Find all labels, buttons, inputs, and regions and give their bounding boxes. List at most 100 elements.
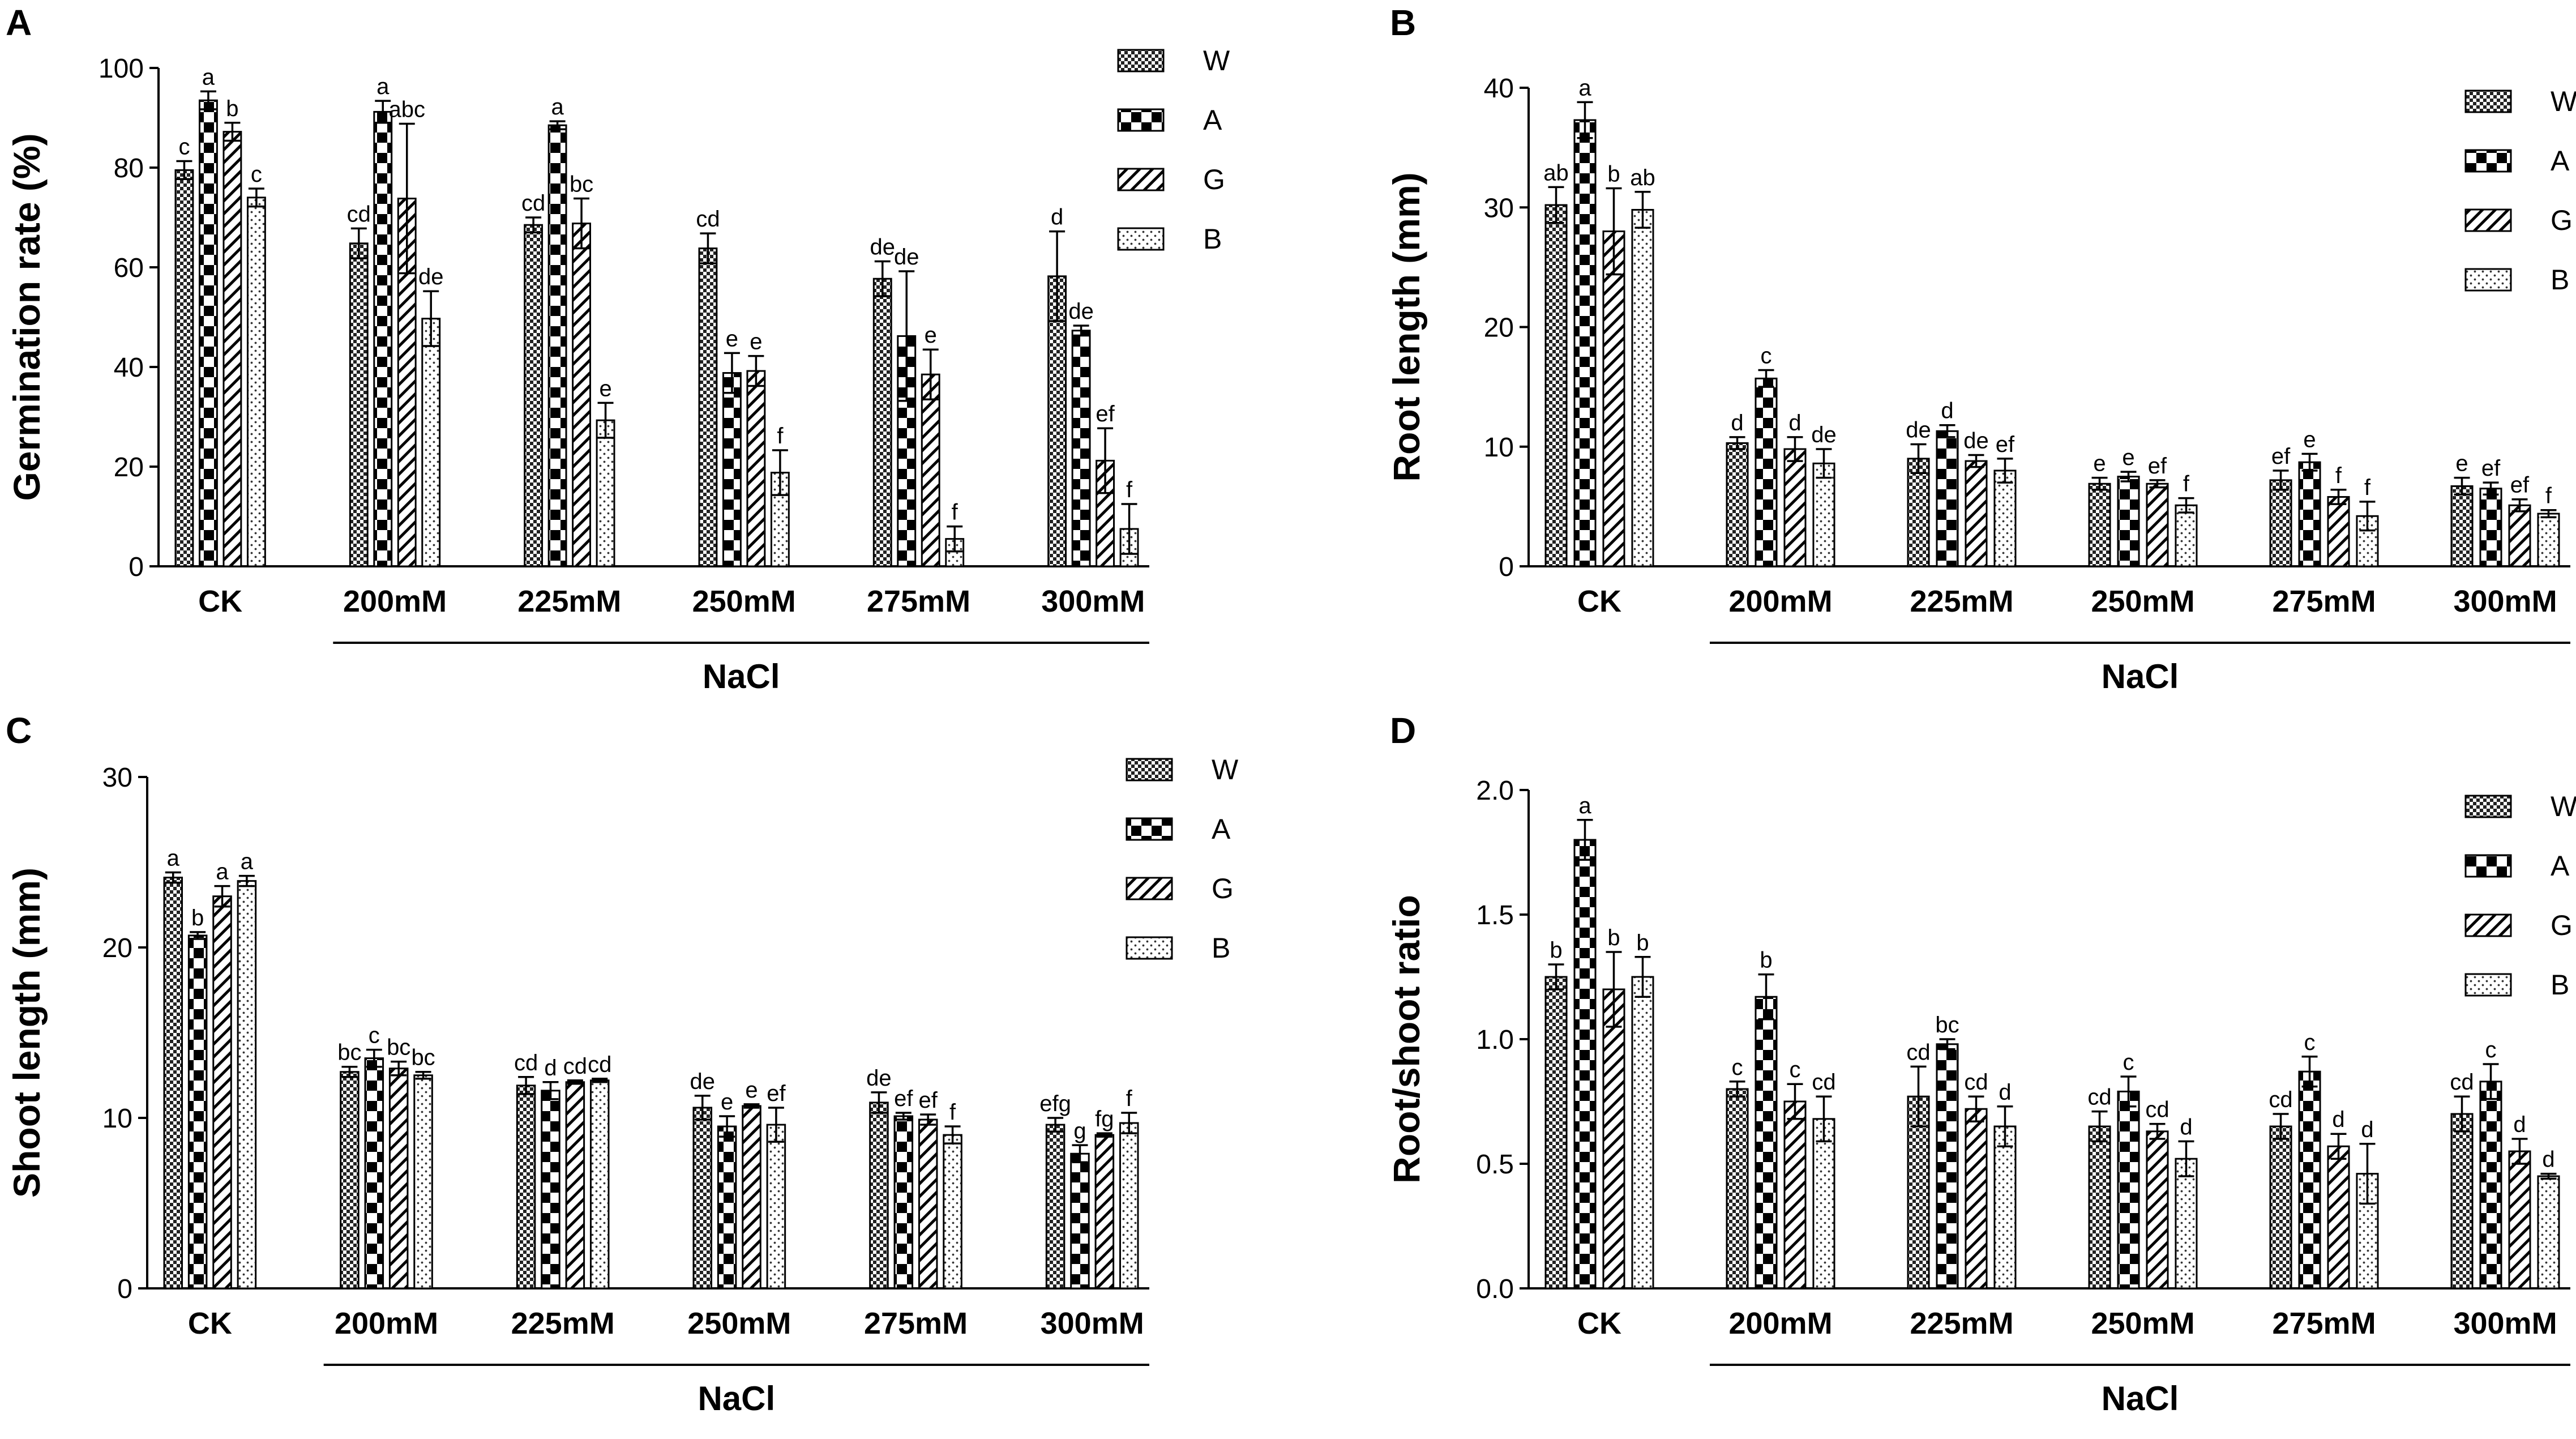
bar-a-200mm	[1755, 377, 1778, 567]
bar-w-300mm	[2450, 1113, 2474, 1289]
bar-b-225mm	[1993, 1125, 2017, 1289]
bar-b-225mm	[596, 419, 615, 567]
legend-swatch-a	[2464, 149, 2512, 173]
significance-letter: cd	[2450, 1070, 2474, 1095]
significance-letter: a	[376, 74, 390, 99]
legend-label-g: G	[1203, 164, 1225, 195]
bar-w-225mm	[524, 224, 544, 567]
significance-letter: cd	[588, 1052, 611, 1077]
bar-b-200mm	[1812, 462, 1835, 567]
bar-w-200mm	[340, 1071, 360, 1289]
bar-w-250mm	[2088, 482, 2111, 567]
significance-letter: c	[2123, 1050, 2134, 1075]
significance-letter: ef	[1996, 432, 2015, 457]
y-tick-label: 20	[1484, 313, 1514, 343]
significance-letter: a	[241, 849, 254, 874]
bar-g-225mm	[1965, 1108, 1988, 1289]
significance-letter: bc	[337, 1040, 361, 1065]
bar-g-ck	[212, 895, 232, 1289]
bar-a-ck	[187, 934, 208, 1289]
bar-a-225mm	[541, 1090, 560, 1289]
significance-letter: e	[2303, 427, 2316, 452]
bar-a-ck	[198, 99, 218, 567]
x-category-label: 275mM	[2272, 1306, 2376, 1340]
group-label: NaCl	[698, 1380, 775, 1417]
significance-letter: g	[1073, 1118, 1086, 1143]
bar-g-250mm	[2146, 1130, 2169, 1289]
bar-b-250mm	[766, 1124, 786, 1289]
significance-letter: ef	[2510, 473, 2530, 498]
significance-letter: e	[750, 330, 762, 355]
bar-w-300mm	[1045, 1124, 1066, 1289]
significance-letter: f	[1126, 477, 1133, 502]
y-tick-label: 30	[1484, 193, 1514, 223]
y-tick-label: 10	[1484, 433, 1514, 463]
panel-letter: C	[6, 710, 32, 751]
legend-swatch-w	[1126, 758, 1173, 782]
bar-g-300mm	[2508, 504, 2531, 567]
significance-letter: c	[369, 1023, 380, 1048]
significance-letter: f	[2183, 472, 2190, 497]
significance-letter: d	[1051, 205, 1063, 230]
y-tick-label: 0.5	[1476, 1150, 1514, 1180]
significance-letter: de	[866, 1066, 892, 1091]
legend-label-a: A	[1203, 104, 1222, 136]
significance-letter: c	[1789, 1057, 1800, 1082]
significance-letter: abc	[388, 97, 425, 122]
bar-a-200mm	[364, 1057, 384, 1289]
significance-letter: a	[551, 95, 564, 119]
bar-w-200mm	[1726, 442, 1749, 567]
bar-g-275mm	[2327, 1145, 2350, 1289]
bar-w-200mm	[1726, 1088, 1749, 1289]
significance-letter: cd	[563, 1054, 587, 1079]
bar-w-250mm	[698, 247, 718, 567]
legend-swatch-g	[1126, 877, 1173, 900]
bar-g-225mm	[1965, 460, 1988, 567]
y-tick-label: 60	[114, 253, 144, 283]
significance-letter: c	[2485, 1037, 2497, 1062]
y-tick-label: 0	[117, 1274, 132, 1304]
significance-letter: c	[251, 162, 262, 187]
bar-g-300mm	[2508, 1150, 2531, 1289]
bar-a-250mm	[2117, 1090, 2140, 1289]
significance-letter: f	[2335, 463, 2342, 488]
legend-label-a: A	[2551, 850, 2570, 882]
bar-a-ck	[1573, 119, 1597, 567]
y-tick-label: 20	[114, 452, 144, 482]
panel-letter: D	[1390, 710, 1416, 751]
y-tick-label: 1.0	[1476, 1025, 1514, 1055]
significance-letter: c	[2304, 1030, 2316, 1055]
x-category-label: 200mM	[335, 1306, 438, 1340]
x-category-label: 250mM	[2091, 1306, 2194, 1340]
bar-a-250mm	[2117, 476, 2140, 567]
x-category-label: 300mM	[1041, 584, 1145, 618]
significance-letter: f	[1126, 1086, 1133, 1111]
significance-letter: d	[2361, 1117, 2373, 1142]
legend-swatch-b	[2464, 973, 2512, 997]
y-axis-label: Root/shoot ratio	[1385, 895, 1427, 1184]
significance-letter: e	[599, 376, 611, 401]
significance-letter: cd	[2087, 1085, 2111, 1110]
significance-letter: de	[418, 264, 444, 289]
legend-label-a: A	[2551, 145, 2570, 177]
y-axis-label: Root length (mm)	[1385, 172, 1427, 481]
bar-g-300mm	[1094, 1134, 1115, 1289]
y-tick-label: 40	[114, 353, 144, 383]
significance-letter: cd	[1812, 1070, 1835, 1095]
legend-label-a: A	[1212, 813, 1231, 845]
bar-w-ck	[1544, 204, 1568, 567]
legend-swatch-g	[2464, 208, 2512, 232]
bar-a-300mm	[2479, 488, 2502, 567]
significance-letter: d	[2332, 1107, 2344, 1132]
group-label: NaCl	[2102, 657, 2179, 695]
bar-b-200mm	[413, 1074, 433, 1289]
bar-w-250mm	[692, 1107, 713, 1289]
significance-letter: cd	[514, 1051, 538, 1075]
y-tick-label: 0	[129, 552, 144, 582]
bar-b-ck	[237, 880, 257, 1289]
significance-letter: d	[1999, 1080, 2011, 1105]
legend-swatch-a	[1117, 108, 1165, 132]
